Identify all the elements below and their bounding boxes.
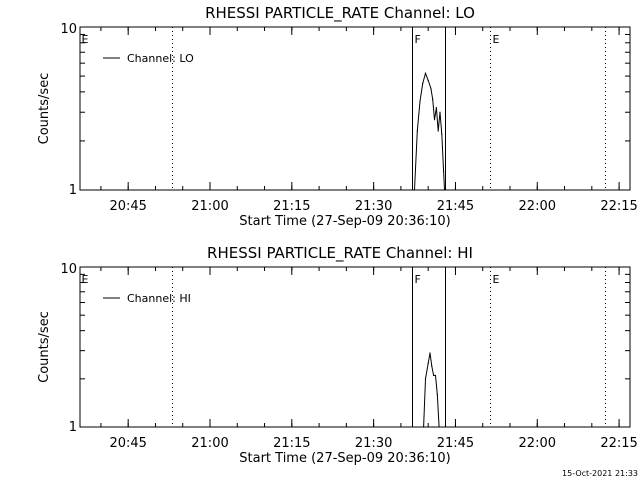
x-tick-label: 21:15	[273, 199, 310, 214]
data-point	[435, 107, 437, 109]
y-tick-label: 10	[60, 22, 77, 37]
flag-label: E	[493, 33, 500, 46]
x-tick-label: 22:15	[600, 199, 637, 214]
data-point	[431, 365, 433, 367]
y-tick-label: 1	[69, 183, 77, 198]
chart-panel-1: RHESSI PARTICLE_RATE Channel: LO 20:45 21:…	[37, 4, 638, 229]
chart-title: RHESSI PARTICLE_RATE Channel: HI	[207, 244, 473, 263]
plot-frame	[79, 26, 631, 191]
data-point	[424, 72, 427, 74]
timestamp-label: 15-Oct-2021 21:33	[562, 469, 638, 478]
data-point	[433, 119, 436, 121]
x-tick-label: 21:15	[273, 436, 310, 451]
x-tick-label: 21:45	[437, 199, 474, 214]
x-axis-label: Start Time (27-Sep-09 20:36:10)	[239, 451, 450, 466]
y-tick-label: 1	[69, 420, 77, 435]
plot-frame	[79, 266, 631, 428]
data-point	[433, 374, 435, 377]
x-tick-label: 20:45	[109, 199, 146, 214]
data-point	[441, 133, 443, 135]
data-point	[443, 189, 446, 191]
legend-label: Channel: HI	[127, 292, 191, 305]
data-point	[423, 426, 425, 428]
series-line-1	[414, 71, 445, 191]
y-tick-label: 10	[60, 262, 77, 277]
data-point	[419, 100, 421, 102]
data-point	[427, 362, 429, 364]
y-axis-label: Counts/sec	[37, 73, 52, 145]
data-point	[413, 189, 416, 191]
data-point	[438, 426, 440, 428]
chart-title: RHESSI PARTICLE_RATE Channel: LO	[205, 4, 475, 23]
x-tick-label: 22:00	[519, 199, 556, 214]
chart-panel-2: RHESSI PARTICLE_RATE Channel: HI 20:45 21:…	[37, 244, 638, 466]
data-point	[422, 82, 424, 85]
x-tick-label: 22:00	[519, 436, 556, 451]
data-point	[437, 130, 439, 132]
x-tick-label: 21:00	[191, 199, 228, 214]
y-axis-label: Counts/sec	[37, 311, 52, 383]
data-point	[427, 79, 429, 82]
flag-label: E	[493, 273, 500, 286]
data-point	[424, 378, 427, 380]
data-point	[443, 170, 445, 173]
x-tick-label: 21:45	[437, 436, 474, 451]
flag-label: F	[415, 273, 421, 286]
x-tick-label: 20:45	[109, 436, 146, 451]
series-line-1	[423, 352, 440, 428]
x-tick-label: 22:15	[600, 436, 637, 451]
legend-label: Channel: LO	[127, 52, 194, 65]
x-tick-label: 21:30	[355, 199, 392, 214]
data-point	[416, 130, 418, 132]
x-tick-label: 21:30	[355, 436, 392, 451]
data-point	[432, 98, 434, 100]
data-point	[439, 111, 441, 113]
data-point	[436, 393, 438, 395]
data-point	[434, 374, 437, 377]
flag-label: F	[415, 33, 421, 46]
data-point	[430, 87, 432, 90]
data-point	[429, 352, 431, 354]
x-axis-label: Start Time (27-Sep-09 20:36:10)	[239, 214, 450, 229]
x-tick-label: 21:00	[191, 436, 228, 451]
flag-label: E	[82, 33, 89, 46]
flag-label: E	[82, 273, 89, 286]
